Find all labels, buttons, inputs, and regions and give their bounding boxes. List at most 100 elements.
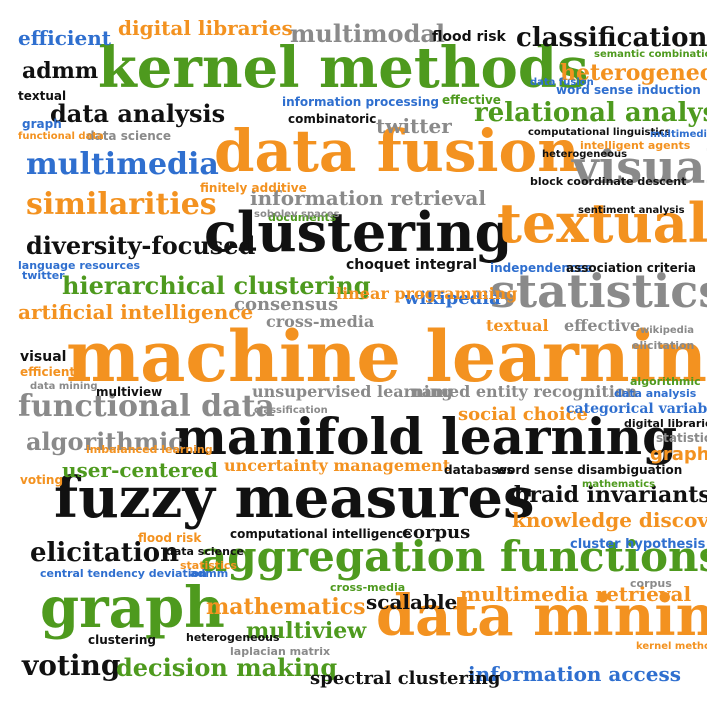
word-heterogeneous-small: heterogeneous: [186, 631, 280, 644]
word-diversity-focused: diversity-focused: [26, 231, 256, 260]
word-braid-invariants: braid invariants: [514, 482, 707, 508]
word-textual-med: textual: [486, 316, 549, 335]
word-multimodal: multimodal: [290, 19, 446, 48]
word-computational-linguistics: computational linguistics: [528, 127, 671, 138]
word-information-access: information access: [468, 662, 681, 686]
word-twitter-small: twitter: [22, 269, 65, 282]
word-manifold-learning: manifold learning: [174, 407, 678, 466]
word-cross-media-small: cross-media: [330, 581, 406, 594]
word-language-resources: language resources: [18, 259, 141, 272]
word-named-entity-recognition: named entity recognition: [410, 382, 638, 401]
word-elicitation-small: elicitation: [632, 339, 695, 352]
word-kernel-methods-small: kernel methods: [636, 641, 707, 652]
word-effective-med: effective: [564, 316, 641, 335]
word-algorithmic-small: algorithmic: [630, 375, 701, 388]
word-graph-small: graph: [22, 117, 62, 131]
word-data-mining: data mining: [376, 583, 707, 649]
word-statistics: statistics: [490, 264, 707, 318]
word-elicitation: elicitation: [30, 538, 179, 568]
word-information-processing: information processing: [282, 95, 439, 109]
word-multiview-small: multiview: [96, 385, 163, 399]
word-block-coordinate-descent: block coordinate descent: [530, 175, 687, 188]
word-scalable: scalable: [366, 590, 458, 614]
word-mathematics: mathematics: [206, 594, 366, 620]
word-semantic-combination: semantic combination: [594, 49, 707, 60]
word-clustering-small: clustering: [88, 633, 156, 647]
word-documents: documents: [268, 211, 337, 224]
word-uncertainty-management: uncertainty management: [224, 456, 451, 475]
word-statistics-small2: statistics: [656, 431, 707, 445]
word-imbalanced-learning: imbalanced learning: [86, 443, 213, 456]
word-wikipedia: wikipedia: [404, 288, 501, 309]
word-admm: admm: [22, 58, 99, 84]
word-data-fusion-small: data fusion: [530, 77, 594, 88]
word-data-mining-small: data mining: [30, 381, 98, 392]
word-data-analysis-small: data analysis: [614, 387, 697, 400]
word-spectral-clustering: spectral clustering: [310, 668, 501, 689]
word-flood-risk: flood risk: [432, 29, 506, 45]
word-efficient: efficient: [18, 26, 112, 50]
word-visual: visual: [572, 140, 707, 194]
word-twitter: twitter: [376, 114, 452, 138]
word-hierarchical-clustering: hierarchical clustering: [62, 271, 371, 300]
word-relational-analysis: relational analysis: [474, 98, 707, 128]
word-admm-small: admm: [190, 567, 229, 580]
word-finitely-additive: finitely additive: [200, 181, 307, 195]
word-kernel-methods: kernel methods: [98, 35, 589, 101]
word-combinatoric: combinatoric: [288, 112, 377, 126]
word-visual-small: visual: [20, 349, 67, 365]
word-consensus: consensus: [234, 294, 339, 315]
word-wikipedia-small: wikipedia: [640, 325, 695, 336]
word-classification: classification: [516, 23, 707, 53]
word-social-choice: social choice: [458, 404, 589, 425]
word-data-analysis: data analysis: [50, 99, 226, 128]
word-efficient-small: efficient: [20, 365, 76, 379]
word-data-fusion: data fusion: [214, 117, 580, 185]
word-data-science-small: data science: [166, 545, 244, 558]
word-flood-risk-small: flood risk: [138, 531, 202, 545]
word-user-centered: user-centered: [62, 458, 219, 482]
word-information-retrieval: information retrieval: [250, 186, 486, 210]
word-association-criteria: association criteria: [566, 261, 696, 275]
word-textual: textual: [497, 191, 707, 255]
word-digital-libraries-small: digital libraries: [624, 417, 707, 430]
word-machine-learning: machine learning: [66, 315, 707, 398]
word-multimedia-small: multimedia: [650, 129, 707, 140]
word-cluster-hypothesis: cluster hypothesis: [570, 537, 706, 552]
word-cross-media: cross-media: [266, 312, 375, 331]
word-aggregation-functions: aggregation functions: [200, 532, 707, 581]
word-data-science: data science: [86, 129, 172, 143]
word-voting: voting: [22, 649, 121, 682]
word-independences: independences: [490, 261, 593, 275]
word-statistics-small: statistics: [180, 559, 237, 572]
word-multimedia-retrieval: multimedia retrieval: [460, 582, 692, 606]
word-functional-data-small: functional data: [18, 131, 104, 142]
word-corpus: corpus: [402, 522, 471, 543]
word-word-sense-induction: word sense induction: [556, 83, 701, 97]
word-similarities: similarities: [26, 187, 217, 222]
word-sobolev-spaces: sobolev spaces: [254, 209, 340, 220]
word-laplacian-matrix: laplacian matrix: [230, 645, 331, 658]
word-central-tendency-deviation: central tendency deviation: [40, 567, 207, 580]
word-databases: databases: [444, 463, 514, 477]
word-corpus-small: corpus: [630, 577, 672, 590]
word-multimedia: multimedia: [26, 147, 219, 182]
word-graph-small2: graph: [650, 444, 707, 465]
word-multiview: multiview: [246, 618, 367, 644]
word-clustering: clustering: [204, 200, 513, 264]
word-intelligent-agents: intelligent agents: [580, 139, 691, 152]
word-effective: effective: [442, 93, 501, 107]
word-linear-programming: linear programming: [336, 284, 518, 303]
word-knowledge-discovery: knowledge discovery: [512, 508, 707, 532]
word-voting-small: voting: [20, 473, 64, 487]
word-heterogeneous-small2: heterogeneous: [542, 149, 628, 160]
word-categorical-variables: categorical variables: [566, 401, 707, 417]
word-textual-small: textual: [18, 89, 67, 103]
word-algorithmic: algorithmic: [26, 427, 183, 456]
word-classification-small: classification: [254, 405, 328, 416]
word-mathematics-small: mathematics: [582, 479, 656, 490]
word-artificial-intelligence: artificial intelligence: [18, 300, 254, 324]
word-functional-data: functional data: [18, 389, 275, 424]
word-fuzzy-measures: fuzzy measures: [54, 465, 535, 531]
